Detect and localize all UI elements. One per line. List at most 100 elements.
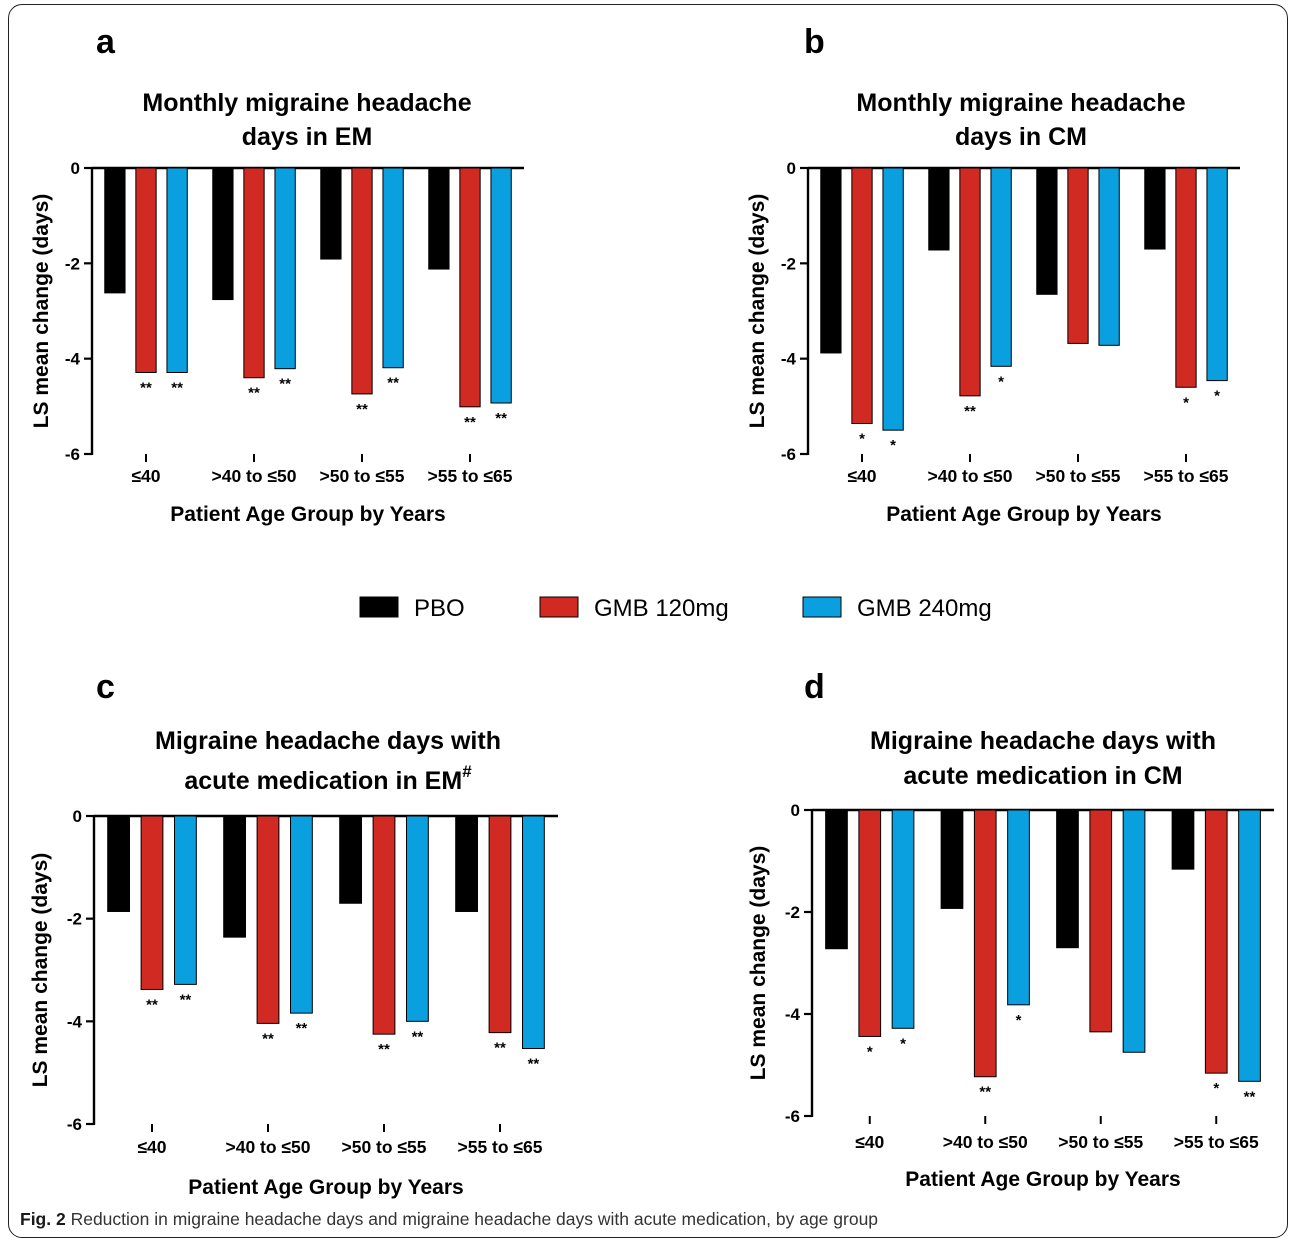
legend-swatch-gmb-120mg: [539, 596, 579, 618]
chart-title-line: Monthly migraine headache: [142, 89, 471, 117]
legend-swatch-pbo: [359, 596, 399, 618]
x-tick-label: >50 to ≤55: [342, 1137, 427, 1157]
bar-gmb-240mg-1: [882, 167, 904, 431]
significance-marker: *: [900, 1035, 906, 1052]
x-tick-label: >40 to ≤50: [928, 466, 1013, 486]
y-tick-label: 0: [71, 159, 80, 178]
significance-marker: **: [495, 410, 507, 427]
bar-gmb-240mg-4: [1206, 167, 1228, 382]
x-tick-label: >55 to ≤65: [1174, 1132, 1259, 1152]
bar-gmb-240mg-1: [166, 167, 188, 373]
y-tick-label: 0: [73, 807, 82, 826]
chart-panel-a: a Monthly migraine headache days in EM 0 -2 -…: [30, 23, 524, 526]
bar-gmb-240mg-4: [522, 815, 545, 1050]
significance-marker: *: [1214, 388, 1220, 405]
bar-pbo-2: [928, 167, 950, 251]
caption-text: Reduction in migraine headache days and …: [70, 1209, 879, 1229]
bar-gmb-240mg-1: [174, 815, 197, 985]
significance-marker: *: [867, 1043, 873, 1060]
bar-gmb-120mg-3: [351, 167, 373, 395]
y-tick-label: 0: [791, 801, 800, 820]
bar-pbo-4: [428, 167, 450, 270]
bar-pbo-3: [1056, 809, 1079, 949]
bar-gmb-120mg-3: [372, 815, 396, 1035]
bar-gmb-120mg-1: [858, 809, 882, 1037]
bar-gmb-240mg-3: [406, 815, 429, 1022]
bar-gmb-120mg-2: [959, 167, 981, 397]
chart-panel-c: c Migraine headache days with acute medica…: [29, 668, 558, 1199]
y-axis-label: LS mean change (days): [29, 853, 52, 1088]
chart-title-line: Migraine headache days with: [155, 727, 501, 755]
y-tick-label: -2: [781, 254, 796, 273]
x-tick-label: >55 to ≤65: [428, 466, 513, 486]
bar-gmb-240mg-4: [1238, 809, 1261, 1082]
legend-label-gmb-240mg: GMB 240mg: [857, 595, 992, 622]
significance-marker: **: [528, 1056, 540, 1073]
figure-caption: Fig. 2 Reduction in migraine headache da…: [20, 1209, 878, 1230]
bar-gmb-240mg-1: [891, 809, 915, 1029]
x-tick-label: >50 to ≤55: [1058, 1132, 1143, 1152]
title-superscript: #: [462, 762, 472, 781]
significance-marker: **: [146, 997, 158, 1014]
bar-gmb-120mg-1: [135, 167, 157, 373]
bar-gmb-240mg-3: [382, 167, 404, 369]
chart-title-line: Monthly migraine headache: [856, 89, 1185, 117]
panel-letter: d: [804, 668, 825, 706]
x-axis-label: Patient Age Group by Years: [905, 1168, 1180, 1191]
y-tick-label: -6: [65, 445, 80, 464]
x-tick-label: >55 to ≤65: [458, 1137, 543, 1157]
bar-pbo-1: [107, 815, 130, 912]
significance-marker: *: [859, 430, 865, 447]
bar-pbo-3: [1036, 167, 1058, 295]
significance-marker: *: [1213, 1080, 1219, 1097]
significance-marker: **: [378, 1041, 390, 1058]
significance-marker: **: [1244, 1088, 1256, 1105]
panel-letter: c: [96, 668, 115, 706]
y-tick-label: -6: [781, 445, 796, 464]
x-tick-label: >50 to ≤55: [1036, 466, 1121, 486]
bar-gmb-120mg-4: [488, 815, 512, 1034]
x-tick-label: >55 to ≤65: [1144, 466, 1229, 486]
bar-gmb-240mg-2: [274, 167, 296, 370]
bar-gmb-120mg-1: [140, 815, 164, 991]
chart-title-line: acute medication in CM: [903, 762, 1182, 790]
bar-pbo-1: [820, 167, 842, 354]
y-tick-label: -4: [65, 350, 81, 369]
significance-marker: **: [387, 375, 399, 392]
significance-marker: **: [494, 1040, 506, 1057]
chart-panel-b: b Monthly migraine headache days in CM 0 -2 -…: [746, 23, 1240, 526]
y-axis-label: LS mean change (days): [747, 846, 770, 1081]
x-axis-label: Patient Age Group by Years: [188, 1176, 463, 1199]
significance-marker: **: [180, 991, 192, 1008]
y-tick-label: -2: [785, 903, 800, 922]
significance-marker: *: [890, 437, 896, 454]
significance-marker: **: [140, 379, 152, 396]
significance-marker: **: [171, 379, 183, 396]
bar-gmb-120mg-1: [851, 167, 873, 424]
bar-gmb-240mg-4: [490, 167, 512, 404]
bar-gmb-120mg-4: [1175, 167, 1197, 388]
bar-pbo-2: [212, 167, 234, 301]
legend-swatch-gmb-240mg: [802, 596, 842, 618]
significance-marker: **: [296, 1020, 308, 1037]
bar-pbo-4: [455, 815, 478, 912]
significance-marker: **: [356, 401, 368, 418]
x-tick-label: ≤40: [137, 1137, 166, 1157]
legend-label-gmb-120mg: GMB 120mg: [594, 595, 729, 622]
bar-gmb-240mg-3: [1122, 809, 1146, 1053]
chart-title-line: acute medication in EM#: [184, 762, 472, 795]
bar-gmb-120mg-2: [243, 167, 265, 379]
x-tick-label: >40 to ≤50: [226, 1137, 311, 1157]
panel-letter: a: [96, 23, 116, 61]
x-axis-label: Patient Age Group by Years: [886, 503, 1161, 526]
figure-frame: [8, 4, 1288, 1238]
x-tick-label: ≤40: [855, 1132, 884, 1152]
y-tick-label: -4: [67, 1012, 83, 1031]
y-tick-label: -4: [781, 350, 797, 369]
significance-marker: **: [964, 403, 976, 420]
significance-marker: **: [979, 1084, 991, 1101]
bar-gmb-240mg-3: [1098, 167, 1120, 346]
caption-label: Fig. 2: [20, 1209, 66, 1229]
bar-pbo-3: [339, 815, 362, 904]
